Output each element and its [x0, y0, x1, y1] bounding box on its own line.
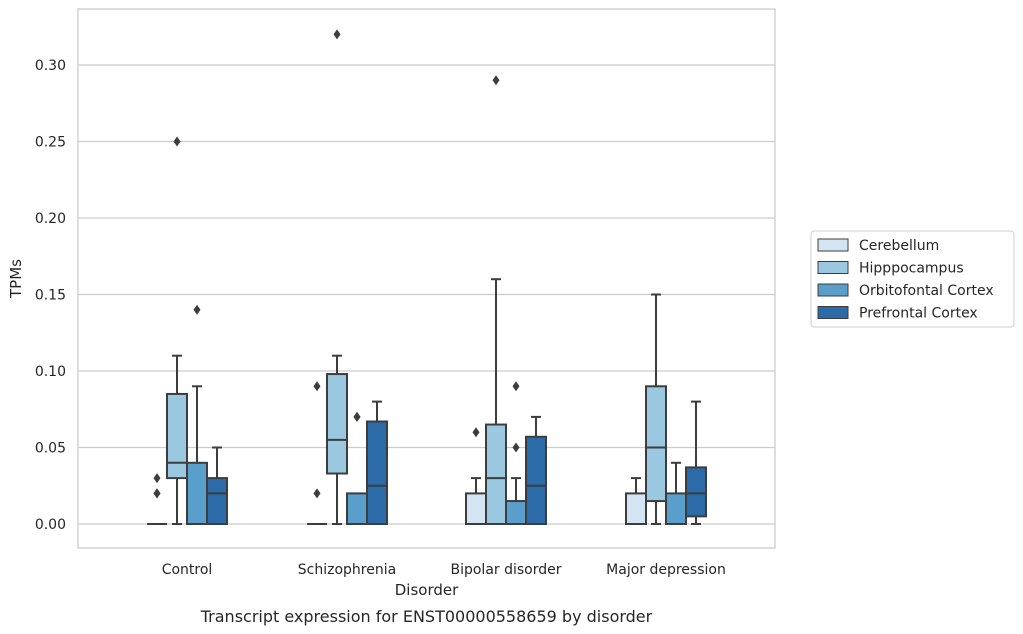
box-body — [625, 492, 647, 525]
outlier-point — [512, 381, 520, 392]
chart-caption: Transcript expression for ENST0000055865… — [200, 607, 653, 626]
box-body — [206, 477, 228, 526]
x-tick-label: Schizophrenia — [298, 562, 396, 578]
outlier-point — [153, 473, 161, 484]
outlier-point — [313, 488, 321, 499]
box-prefrontal-cortex-major-depression — [685, 400, 707, 525]
box-body — [665, 492, 687, 525]
outlier-point — [512, 442, 520, 453]
gridlines — [78, 64, 775, 525]
y-tick-label: 0.15 — [35, 288, 66, 304]
box-hipppocampus-major-depression — [645, 293, 667, 525]
box-orbitofontal-cortex-control — [186, 304, 208, 525]
x-axis-ticks: Control Schizophrenia Bipolar disorder Majo… — [162, 562, 726, 578]
box-body — [485, 423, 507, 525]
box-cerebellum-bipolar-disorder — [465, 427, 487, 525]
legend-swatch — [817, 283, 849, 297]
box-orbitofontal-cortex-schizophrenia — [346, 411, 368, 525]
box-hipppocampus-control — [166, 136, 188, 525]
box-hipppocampus-schizophrenia — [326, 29, 348, 525]
box-body — [326, 373, 348, 475]
y-tick-label: 0.30 — [35, 58, 66, 74]
outlier-point — [333, 29, 341, 40]
legend: Cerebellum Hipppocampus Orbitofontal Corte… — [810, 230, 1015, 328]
box-prefrontal-cortex-schizophrenia — [366, 400, 388, 525]
box-body — [186, 461, 208, 525]
y-tick-label: 0.10 — [35, 364, 66, 380]
outlier-point — [472, 427, 480, 438]
box-body — [685, 466, 707, 518]
outlier-point — [353, 411, 361, 422]
legend-label: Hipppocampus — [859, 261, 964, 277]
box-prefrontal-cortex-control — [206, 446, 228, 526]
box-cerebellum-major-depression — [625, 477, 647, 525]
box-body — [166, 392, 188, 480]
y-tick-label: 0.20 — [35, 211, 66, 227]
box-body — [465, 492, 487, 525]
outlier-point — [173, 136, 181, 147]
y-axis-label: TPMs — [7, 259, 25, 299]
plot-area-frame — [77, 8, 776, 549]
legend-frame — [810, 230, 1015, 328]
box-body — [366, 420, 388, 525]
box-orbitofontal-cortex-bipolar-disorder — [505, 381, 527, 525]
box-plot-marks — [147, 29, 707, 526]
box-prefrontal-cortex-bipolar-disorder — [525, 415, 547, 526]
legend-label: Cerebellum — [859, 238, 939, 254]
legend-swatch — [817, 238, 849, 252]
outlier-point — [492, 75, 500, 86]
y-axis-ticks: 0.00 0.05 0.10 0.15 0.20 0.25 0.30 — [35, 58, 66, 533]
box-body — [645, 385, 667, 503]
box-hipppocampus-bipolar-disorder — [485, 75, 507, 525]
box-body — [505, 500, 527, 525]
y-tick-label: 0.05 — [35, 441, 66, 457]
legend-label: Prefrontal Cortex — [859, 306, 978, 322]
outlier-point — [193, 304, 201, 315]
legend-label: Orbitofontal Cortex — [859, 283, 994, 299]
y-tick-label: 0.25 — [35, 135, 66, 151]
x-tick-label: Bipolar disorder — [450, 562, 561, 578]
legend-swatch — [817, 261, 849, 274]
box-body — [346, 492, 368, 525]
outlier-point — [153, 488, 161, 499]
legend-swatch — [817, 306, 849, 319]
box-cerebellum-control — [147, 473, 167, 525]
y-tick-label: 0.00 — [35, 517, 66, 533]
box-orbitofontal-cortex-major-depression — [665, 461, 687, 525]
box-cerebellum-schizophrenia — [307, 381, 327, 525]
box-body — [525, 435, 547, 526]
x-axis-label: Disorder — [395, 581, 459, 599]
x-tick-label: Major depression — [606, 562, 726, 578]
outlier-point — [313, 381, 321, 392]
x-tick-label: Control — [162, 562, 213, 578]
